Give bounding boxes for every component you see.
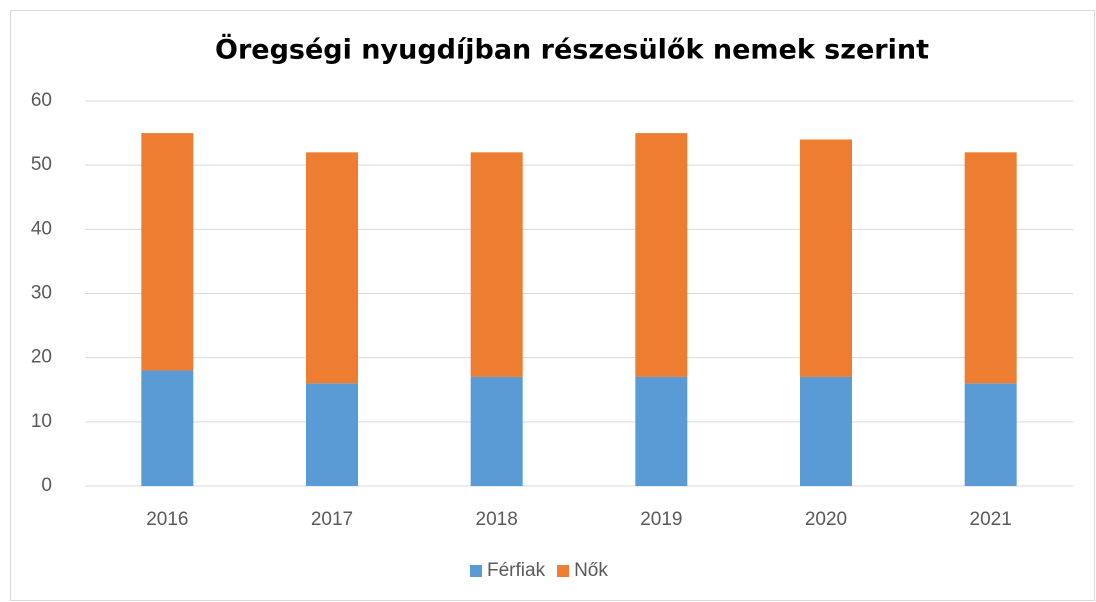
y-tick-label: 0 [41, 475, 52, 496]
x-tick-label: 2021 [970, 509, 1012, 530]
bar [635, 376, 688, 486]
y-tick-label: 40 [31, 218, 52, 239]
y-tick-label: 20 [31, 347, 52, 368]
y-tick-label: 50 [31, 154, 52, 175]
y-tick-label: 30 [31, 283, 52, 304]
legend-swatch [470, 565, 482, 577]
bar [964, 152, 1017, 384]
bar [141, 370, 194, 486]
bar [306, 383, 358, 486]
bar [800, 139, 852, 377]
bar [141, 133, 194, 371]
x-tick-label: 2017 [311, 509, 353, 530]
legend-swatch [557, 565, 570, 577]
bar [800, 376, 852, 486]
x-tick-label: 2020 [805, 509, 847, 530]
x-tick-label: 2018 [476, 509, 518, 530]
bar [635, 133, 688, 377]
bar [964, 383, 1017, 486]
x-tick-label: 2019 [640, 509, 682, 530]
legend-label: Férfiak [487, 560, 546, 581]
legend-label: Nők [574, 560, 608, 581]
chart-title: Öregségi nyugdíjban részesülők nemek sze… [215, 33, 929, 66]
bar [306, 152, 358, 384]
bar [470, 152, 523, 377]
x-tick-label: 2016 [146, 509, 188, 530]
bar [470, 376, 523, 486]
y-tick-label: 10 [31, 411, 52, 432]
y-tick-label: 60 [31, 90, 52, 111]
